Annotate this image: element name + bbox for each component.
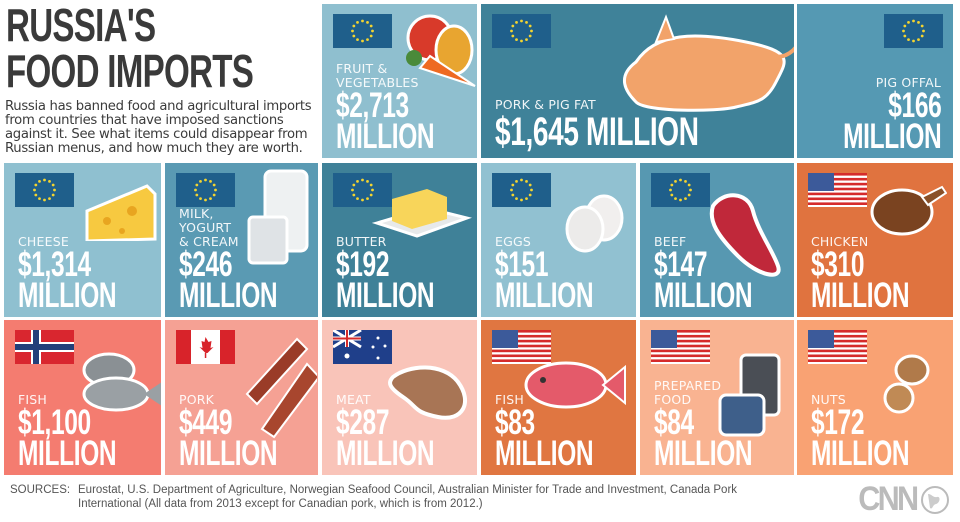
eggs-icon [559,193,629,258]
intro-text: Russia has banned food and agricultural … [5,99,312,156]
tile-eggs: EGGS $151 MILLION [481,163,636,317]
tile-label: EGGS [495,234,532,249]
cans-icon [716,350,786,445]
cheese-icon [82,181,161,246]
tile-label: PORK [179,392,215,407]
tile-beef: BEEF $147 MILLION [640,163,794,317]
tile-label: NUTS [811,392,846,407]
cnn-logo: CNN [855,480,950,519]
beef-icon [708,191,788,286]
tile-label: FRUIT & VEGETABLES [336,61,419,90]
cnn-logo-text: CNN [858,480,920,518]
tile-pork: PORK $449 MILLION [165,320,318,475]
tile-label: FISH [18,392,48,407]
sources-text: Eurostat, U.S. Department of Agriculture… [78,484,738,510]
tile-fish: FISH $83 MILLION [481,320,636,475]
tile-label: BEEF [654,234,687,249]
fish-red-icon [521,350,631,425]
tile-value: $310 MILLION [811,245,910,315]
tile-text: EGGS $151 MILLION [495,234,635,315]
flag-eu-icon [492,14,551,48]
flag-eu-icon [333,14,392,48]
flag-eu-icon [884,14,943,48]
tile-text: PIG OFFAL $166 MILLION [801,75,942,156]
tile-chicken: CHICKEN $310 MILLION [797,163,953,317]
tile-text: FISH $1,100 MILLION [18,392,158,473]
globe-icon [921,485,949,514]
tile-nuts: NUTS $172 MILLION [797,320,953,475]
tile-text: BUTTER $192 MILLION [336,234,476,315]
bacon-icon [237,334,318,449]
milk-icon [245,169,315,274]
tile-cheese: CHEESE $1,314 MILLION [4,163,161,317]
tile-label: PIG OFFAL [875,75,941,90]
butter-icon [371,183,473,248]
tile-value: $192 MILLION [336,245,435,315]
nuts-icon [877,350,937,425]
tile-value: $147 MILLION [654,245,753,315]
sources: SOURCES: Eurostat, U.S. Department of Ag… [10,483,798,511]
sources-label: SOURCES: [10,484,71,496]
tile-value: $2,713 MILLION [336,86,435,156]
tile-label: BUTTER [336,234,387,249]
flag-eu-icon [15,173,74,207]
tile-label: MEAT [336,392,371,407]
tile-text: CHICKEN $310 MILLION [811,234,951,315]
tile-value: $166 MILLION [842,86,942,156]
tile-label: CHEESE [18,234,69,249]
tile-label: MILK, YOGURT & CREAM [179,206,239,249]
flag-norway-icon [15,330,74,364]
tile-value: $1,314 MILLION [18,245,117,315]
fruit-icon [400,8,477,93]
flag-us-icon [492,330,551,364]
flag-canada-icon [176,330,235,364]
tile-text: PORK $449 MILLION [179,392,318,473]
tile-value: $1,100 MILLION [18,403,117,473]
tile-value: $287 MILLION [336,403,435,473]
tile-text: FRUIT & VEGETABLES $2,713 MILLION [336,61,476,156]
flag-eu-icon [651,173,710,207]
tile-text: NUTS $172 MILLION [811,392,951,473]
tile-text: BEEF $147 MILLION [654,234,794,315]
tile-prepared-food: PREPARED FOOD $84 MILLION [640,320,794,475]
tile-text: PREPARED FOOD $84 MILLION [654,378,794,473]
tile-text: MEAT $287 MILLION [336,392,476,473]
tile-fruit-vegetables: FRUIT & VEGETABLES $2,713 MILLION [322,4,477,158]
fish-grey-icon [74,342,161,427]
flag-australia-icon [332,328,392,364]
tile-meat: MEAT $287 MILLION [322,320,477,475]
tile-value: $172 MILLION [811,403,910,473]
tile-label: PORK & PIG FAT [495,97,596,112]
tile-fish: FISH $1,100 MILLION [4,320,161,475]
tile-butter: BUTTER $192 MILLION [322,163,477,317]
tile-text: CHEESE $1,314 MILLION [18,234,158,315]
tile-value: $449 MILLION [179,403,278,473]
tile-value: $83 MILLION [495,403,594,473]
tile-text: PORK & PIG FAT $1,645 MILLION [495,97,786,154]
tile-value: $151 MILLION [495,245,594,315]
flag-us-icon [651,330,710,364]
pig-icon [616,12,794,127]
tile-text: FISH $83 MILLION [495,392,635,473]
chicken-icon [867,177,948,242]
tile-pork-pig-fat: PORK & PIG FAT $1,645 MILLION [481,4,794,158]
tile-value: $1,645 MILLION [495,110,699,154]
tile-value: $84 MILLION [654,403,753,473]
flag-us-icon [808,173,867,207]
flag-us-icon [808,330,867,364]
tile-milk-yogurt-cream: MILK, YOGURT & CREAM $246 MILLION [165,163,318,317]
tile-label: PREPARED FOOD [654,378,722,407]
tile-pig-offal: PIG OFFAL $166 MILLION [797,4,953,158]
flag-eu-icon [492,173,551,207]
flag-eu-icon [176,173,235,207]
tile-label: CHICKEN [811,234,869,249]
tile-value: $246 MILLION [179,245,278,315]
tile-text: MILK, YOGURT & CREAM $246 MILLION [179,206,318,315]
meat-icon [388,362,468,427]
flag-eu-icon [333,173,392,207]
page-title: RUSSIA'S FOOD IMPORTS [6,0,254,97]
tile-label: FISH [495,392,525,407]
